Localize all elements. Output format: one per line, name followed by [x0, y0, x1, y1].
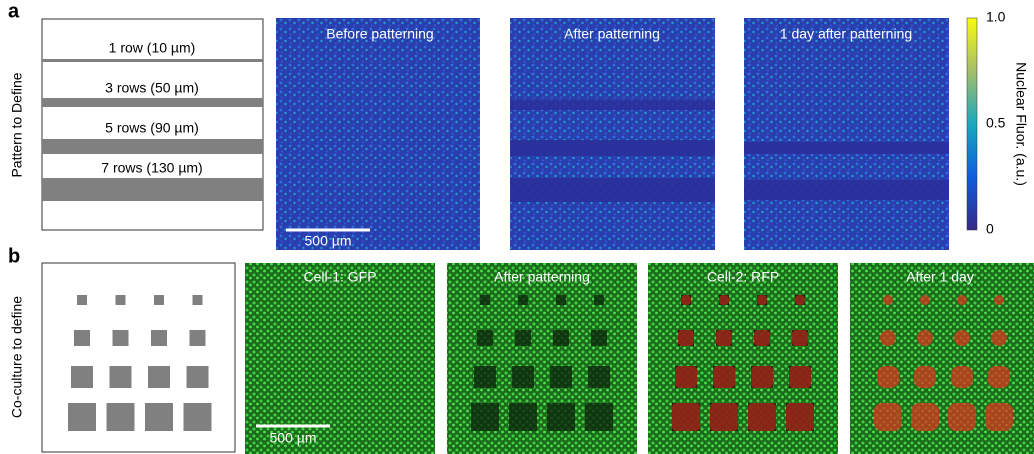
square: [71, 366, 93, 388]
red-cluster: [754, 330, 770, 346]
colorbar-tick: 0.5: [986, 115, 1006, 131]
pattern-bar: [42, 59, 263, 62]
square: [148, 366, 170, 388]
red-cluster: [719, 295, 729, 305]
image-title: Cell-2: RFP: [707, 269, 779, 285]
micrograph: After patterning: [510, 18, 715, 250]
red-cluster: [920, 295, 930, 305]
red-cluster: [678, 330, 694, 346]
dark-square: [515, 330, 531, 346]
red-cluster: [948, 403, 976, 431]
pattern-bar: [42, 178, 263, 201]
scale-label: 500 µm: [270, 430, 317, 446]
dark-square: [588, 366, 610, 388]
image-title: Before patterning: [326, 26, 433, 42]
red-cluster: [710, 403, 738, 431]
red-cluster: [917, 330, 933, 346]
red-cluster: [716, 330, 732, 346]
square: [68, 403, 96, 431]
image-title: After patterning: [564, 26, 660, 42]
panel-label: b: [8, 245, 20, 267]
red-cluster: [681, 295, 691, 305]
red-cluster: [985, 403, 1013, 431]
red-cluster: [672, 403, 700, 431]
panel-label: a: [8, 0, 20, 22]
red-cluster: [713, 366, 735, 388]
square: [187, 366, 209, 388]
red-cluster: [877, 366, 899, 388]
image-title: After 1 day: [906, 269, 974, 285]
red-cluster: [880, 330, 896, 346]
side-label: Co-culture to define: [9, 296, 25, 418]
square: [113, 330, 129, 346]
red-cluster: [883, 295, 893, 305]
square: [154, 295, 164, 305]
red-cluster: [757, 295, 767, 305]
micrograph: Cell-1: GFP 500 µm: [245, 263, 435, 454]
square: [116, 295, 126, 305]
red-cluster: [751, 366, 773, 388]
red-cluster: [911, 403, 939, 431]
micrograph: Before patterning 500 µm: [276, 18, 480, 250]
dark-square: [474, 366, 496, 388]
dark-square: [471, 403, 499, 431]
square: [193, 295, 203, 305]
red-cluster: [748, 403, 776, 431]
image-title: 1 day after patterning: [780, 26, 912, 42]
dark-square: [480, 295, 490, 305]
colorbar: [967, 18, 977, 230]
square: [184, 403, 212, 431]
micrograph: 1 day after patterning: [744, 18, 949, 250]
square: [74, 330, 90, 346]
red-cluster: [675, 366, 697, 388]
red-cluster: [792, 330, 808, 346]
dark-square: [518, 295, 528, 305]
pattern-label: 3 rows (50 µm): [105, 80, 199, 96]
square: [110, 366, 132, 388]
dark-square: [512, 366, 534, 388]
image-title: After patterning: [494, 269, 590, 285]
square: [145, 403, 173, 431]
red-cluster: [954, 330, 970, 346]
red-cluster: [874, 403, 902, 431]
square: [190, 330, 206, 346]
colorbar-tick: 1.0: [986, 9, 1006, 25]
red-cluster: [994, 295, 1004, 305]
scale-label: 500 µm: [305, 233, 352, 249]
red-cluster: [914, 366, 936, 388]
micrograph: Cell-2: RFP: [648, 263, 838, 454]
micrograph: After 1 day: [850, 263, 1034, 454]
colorbar-tick: 0: [986, 221, 994, 237]
square: [77, 295, 87, 305]
pattern-label: 7 rows (130 µm): [101, 160, 202, 176]
red-cluster: [991, 330, 1007, 346]
side-label: Pattern to Define: [9, 72, 25, 177]
figure: a Pattern to Define 1 row (10 µm) 3 rows…: [0, 0, 1034, 454]
red-cluster: [988, 366, 1010, 388]
square: [151, 330, 167, 346]
dark-square: [547, 403, 575, 431]
square: [107, 403, 135, 431]
dark-square: [556, 295, 566, 305]
red-cluster: [786, 403, 814, 431]
dark-square: [509, 403, 537, 431]
dark-square: [550, 366, 572, 388]
dark-square: [591, 330, 607, 346]
dark-square: [585, 403, 613, 431]
dark-square: [553, 330, 569, 346]
red-cluster: [957, 295, 967, 305]
dark-square: [477, 330, 493, 346]
red-cluster: [795, 295, 805, 305]
red-cluster: [789, 366, 811, 388]
pattern-bar: [42, 98, 263, 107]
micrograph: After patterning: [447, 263, 637, 454]
dark-square: [594, 295, 604, 305]
pattern-bar: [42, 139, 263, 154]
image-title: Cell-1: GFP: [303, 269, 376, 285]
pattern-label: 5 rows (90 µm): [105, 120, 199, 136]
red-cluster: [951, 366, 973, 388]
pattern-label: 1 row (10 µm): [109, 40, 196, 56]
colorbar-label: Nuclear Fluor. (a.u.): [1013, 62, 1029, 186]
